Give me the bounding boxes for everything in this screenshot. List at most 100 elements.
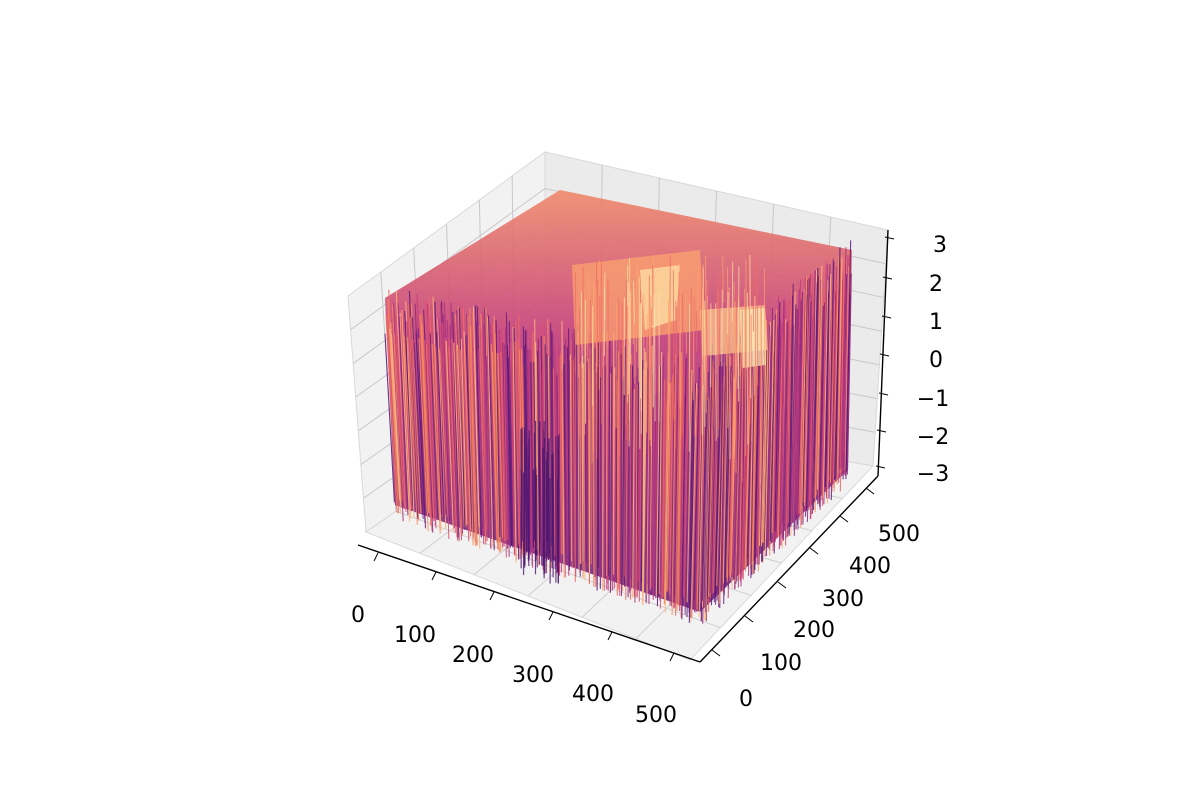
z-tick-label: 3 <box>933 233 947 258</box>
surface-strand <box>479 357 487 545</box>
surface-strand <box>752 339 759 559</box>
surface-strand <box>413 342 424 519</box>
surface-strand <box>427 321 437 529</box>
surface-strand <box>508 321 514 548</box>
surface-strand <box>836 265 842 485</box>
surface-strand <box>652 367 658 601</box>
surface-strand <box>645 370 650 604</box>
surface-strand <box>786 308 792 538</box>
surface-strand <box>417 328 427 529</box>
x-tick-label: 200 <box>452 643 494 668</box>
surface-strand <box>492 322 499 550</box>
surface-strand <box>562 370 566 578</box>
surface-strand <box>732 282 735 459</box>
surface-strand <box>433 343 442 513</box>
surface-strand <box>602 329 604 591</box>
surface-strand <box>769 313 777 541</box>
surface-strand <box>561 320 565 578</box>
surface-strand <box>771 309 778 533</box>
surface-strand <box>646 314 648 433</box>
z-tick-mark <box>884 236 895 240</box>
y-tick-label: 500 <box>878 522 920 547</box>
surface-strand <box>613 375 617 589</box>
surface-strand <box>565 339 567 566</box>
y-tick-label: 400 <box>849 554 891 579</box>
surface-strand <box>701 372 709 601</box>
surface-strand <box>674 355 680 608</box>
x-tick-mark <box>431 571 437 581</box>
surface-strand <box>455 314 463 536</box>
y-axis-ticks: 0 100 200 300 400 500 <box>711 487 920 712</box>
surface-strand <box>475 321 483 538</box>
z-tick-mark <box>881 315 892 319</box>
z-axis-line <box>877 229 889 477</box>
surface-strand <box>514 341 520 545</box>
surface-strand <box>678 360 683 604</box>
surface-strand <box>615 302 618 429</box>
x-tick-label: 400 <box>572 682 614 707</box>
surface-strand <box>706 343 713 597</box>
surface-strand <box>394 314 405 510</box>
surface-strand <box>453 342 462 534</box>
surface-strand <box>720 336 727 589</box>
surface-strand <box>445 341 455 533</box>
surface-strand <box>765 334 773 557</box>
surface-strand <box>447 337 456 533</box>
surface-strand <box>465 335 473 528</box>
surface-strand <box>467 315 474 546</box>
surface-strand <box>575 332 578 569</box>
surface-strand <box>552 368 556 556</box>
surface-strand <box>510 359 515 555</box>
surface-strand <box>805 273 812 512</box>
surface-strand <box>391 304 403 502</box>
surface-strand <box>761 349 769 543</box>
surface-strand <box>524 330 530 558</box>
surface-strand <box>393 333 405 500</box>
surface-strand <box>655 341 660 599</box>
surface-strand <box>423 339 433 532</box>
surface-strand <box>672 270 675 420</box>
surface-strand <box>710 380 717 594</box>
surface-strand <box>717 279 720 429</box>
surface-strand <box>407 337 418 525</box>
surface-mesh <box>384 190 852 624</box>
surface-strand <box>442 314 451 515</box>
surface-strand <box>707 368 715 597</box>
surface-strand <box>673 399 678 609</box>
surface-strand <box>829 290 836 481</box>
surface-strand <box>425 344 435 521</box>
surface-strand <box>449 324 459 541</box>
x-tick-mark <box>607 631 613 641</box>
surface-strand <box>649 296 652 446</box>
y-tick-label: 200 <box>793 618 835 643</box>
surface-strand <box>722 339 728 593</box>
surface-strand <box>652 294 655 408</box>
surface-strand <box>676 392 682 612</box>
surface-strand <box>507 357 513 544</box>
surface-strand <box>468 324 476 543</box>
surface-strand <box>436 332 445 519</box>
surface-strand <box>637 264 640 383</box>
surface-strand <box>642 361 648 595</box>
surface-strand <box>662 378 667 598</box>
surface-strand <box>747 358 754 576</box>
surface-strand <box>751 329 758 575</box>
surface-strand <box>422 311 432 526</box>
surface-strand <box>725 313 727 366</box>
y-tick-label: 300 <box>822 587 864 612</box>
surface-strand <box>499 329 505 546</box>
surface-strand <box>459 349 467 525</box>
surface-strand <box>569 354 573 561</box>
y-tick-mark <box>809 547 819 555</box>
x-tick-label: 300 <box>512 663 554 688</box>
z-tick-mark <box>875 465 886 469</box>
surface-strand <box>741 337 748 578</box>
surface-strand <box>696 265 699 319</box>
surface-strand <box>396 336 407 512</box>
surface-strand <box>679 297 682 399</box>
surface-strand <box>441 322 450 540</box>
surface-strand <box>559 355 562 554</box>
surface-strand <box>487 317 494 546</box>
surface-strand <box>775 337 782 536</box>
surface-strand <box>497 353 504 538</box>
